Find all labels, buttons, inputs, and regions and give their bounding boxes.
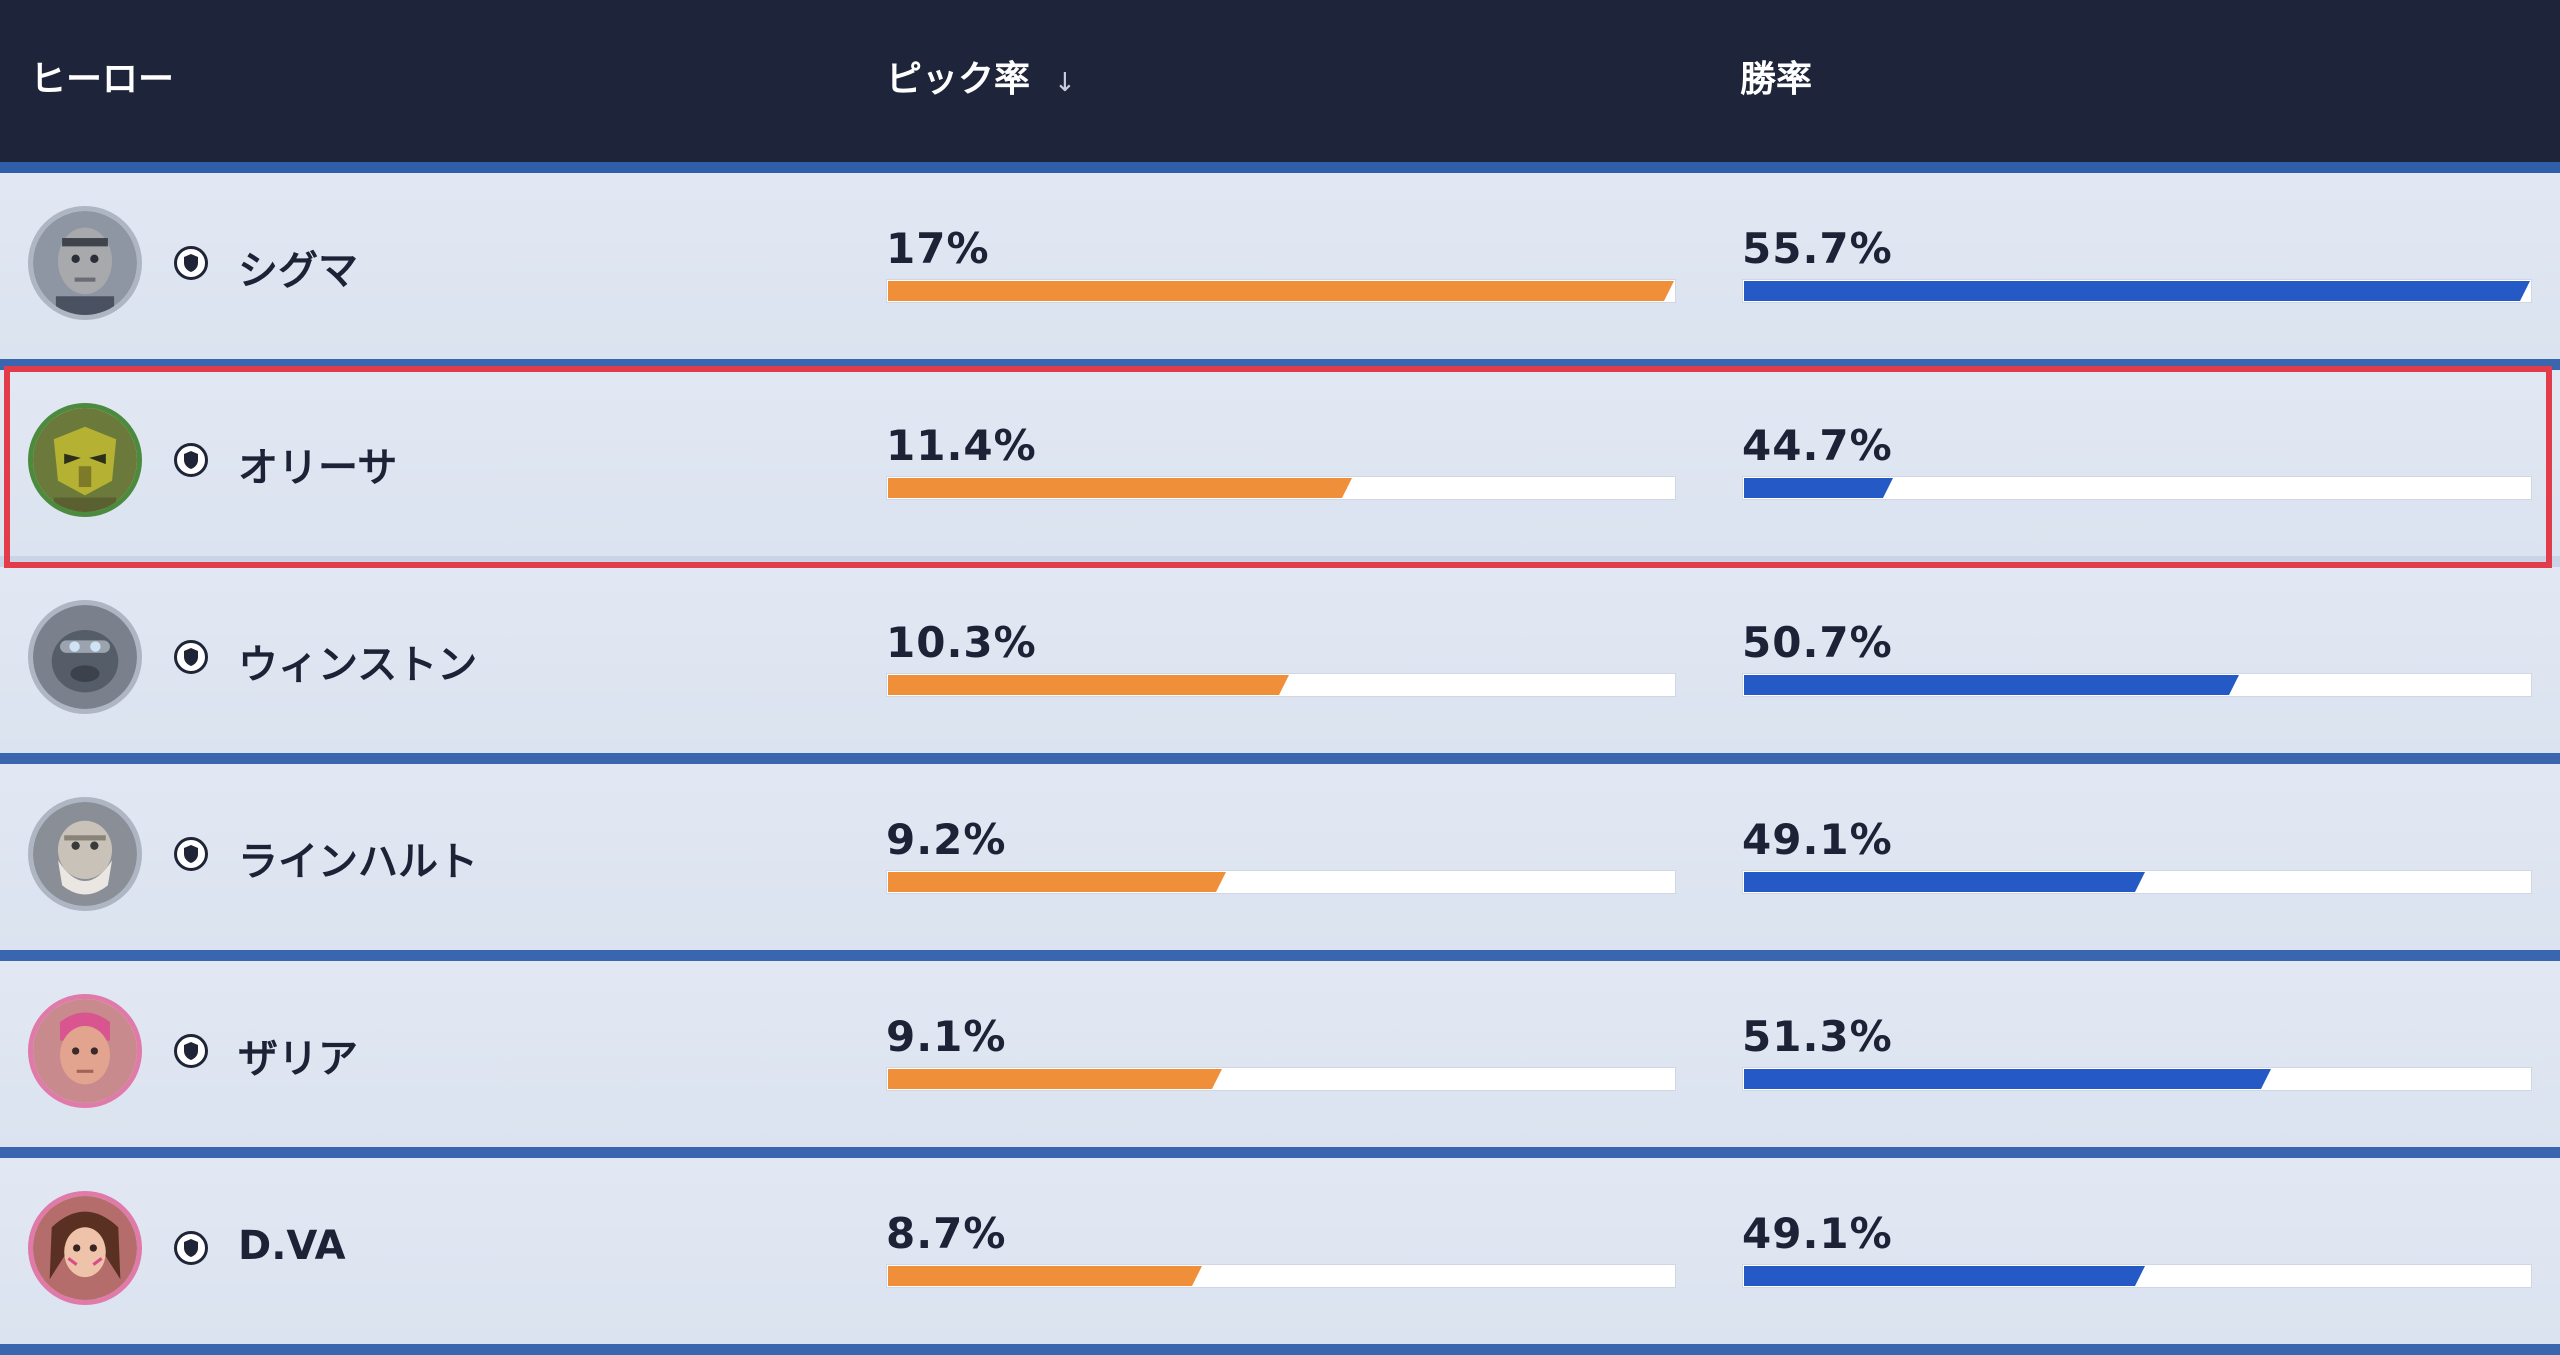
win-rate-value: 51.3% — [1742, 1012, 1893, 1061]
tank-role-icon — [174, 640, 208, 674]
table-row[interactable]: ウィンストン 10.3% 50.7% — [0, 567, 2560, 753]
hero-table-body: シグマ 17% 55.7% オリーサ 11.4% 44.7% ウィンストン 10… — [0, 173, 2560, 1355]
win-rate-value: 44.7% — [1742, 421, 1893, 470]
win-rate-bar-fill — [1744, 281, 2530, 301]
row-divider — [0, 556, 2560, 567]
hero-portrait — [28, 1191, 142, 1305]
pick-rate-bar-fill — [888, 872, 1226, 892]
pick-rate-bar — [886, 870, 1676, 894]
header-divider — [0, 162, 2560, 173]
tank-role-icon — [174, 837, 208, 871]
win-rate-cell: 49.1% — [1742, 1208, 2534, 1288]
table-row[interactable]: ザリア 9.1% 51.3% — [0, 961, 2560, 1147]
table-row[interactable]: ラインハルト 9.2% 49.1% — [0, 764, 2560, 950]
win-rate-value: 50.7% — [1742, 618, 1893, 667]
table-row[interactable]: シグマ 17% 55.7% — [0, 173, 2560, 359]
win-rate-value: 49.1% — [1742, 815, 1893, 864]
pick-rate-cell: 10.3% — [886, 617, 1678, 697]
pick-rate-bar — [886, 476, 1676, 500]
win-rate-cell: 50.7% — [1742, 617, 2534, 697]
pick-rate-value: 10.3% — [886, 618, 1037, 667]
pick-rate-bar — [886, 1067, 1676, 1091]
tank-role-icon — [174, 443, 208, 477]
hero-name[interactable]: オリーサ — [238, 445, 398, 491]
pick-rate-column-header[interactable]: ピック率 ↓ — [886, 59, 1076, 100]
hero-name[interactable]: ザリア — [238, 1036, 358, 1082]
win-rate-cell: 51.3% — [1742, 1011, 2534, 1091]
win-rate-bar-fill — [1744, 872, 2145, 892]
pick-rate-bar-fill — [888, 675, 1289, 695]
table-row[interactable]: D.VA 8.7% 49.1% — [0, 1158, 2560, 1344]
hero-portrait — [28, 600, 142, 714]
table-header: ヒーロー ピック率 ↓ 勝率 — [0, 0, 2560, 162]
pick-rate-value: 9.1% — [886, 1012, 1007, 1061]
pick-rate-value: 8.7% — [886, 1209, 1007, 1258]
pick-rate-value: 17% — [886, 224, 990, 273]
win-rate-bar-fill — [1744, 1069, 2271, 1089]
hero-portrait — [28, 994, 142, 1108]
hero-portrait — [28, 797, 142, 911]
win-rate-bar — [1742, 1264, 2532, 1288]
row-divider — [0, 753, 2560, 764]
row-divider — [0, 950, 2560, 961]
pick-rate-cell: 9.2% — [886, 814, 1678, 894]
pick-rate-bar — [886, 1264, 1676, 1288]
win-rate-cell: 49.1% — [1742, 814, 2534, 894]
hero-portrait — [28, 403, 142, 517]
pick-rate-bar — [886, 279, 1676, 303]
win-rate-bar-fill — [1744, 1266, 2145, 1286]
win-rate-bar — [1742, 476, 2532, 500]
tank-role-icon — [174, 1231, 208, 1265]
pick-rate-cell: 11.4% — [886, 420, 1678, 500]
win-rate-bar — [1742, 870, 2532, 894]
win-rate-bar-fill — [1744, 675, 2239, 695]
hero-column-header[interactable]: ヒーロー — [30, 59, 175, 100]
win-rate-cell: 44.7% — [1742, 420, 2534, 500]
pick-rate-cell: 17% — [886, 223, 1678, 303]
pick-rate-value: 11.4% — [886, 421, 1037, 470]
hero-name[interactable]: シグマ — [238, 248, 358, 294]
win-rate-value: 49.1% — [1742, 1209, 1893, 1258]
sort-down-icon[interactable]: ↓ — [1054, 68, 1076, 98]
tank-role-icon — [174, 246, 208, 280]
pick-rate-value: 9.2% — [886, 815, 1007, 864]
row-divider — [0, 1147, 2560, 1158]
win-rate-bar — [1742, 279, 2532, 303]
win-rate-bar-fill — [1744, 478, 1893, 498]
table-row[interactable]: オリーサ 11.4% 44.7% — [0, 370, 2560, 556]
hero-name[interactable]: ウィンストン — [238, 642, 478, 688]
pick-rate-bar-fill — [888, 1266, 1202, 1286]
row-divider — [0, 359, 2560, 370]
win-rate-value: 55.7% — [1742, 224, 1893, 273]
hero-name[interactable]: D.VA — [238, 1223, 346, 1269]
win-rate-cell: 55.7% — [1742, 223, 2534, 303]
hero-portrait — [28, 206, 142, 320]
pick-rate-bar-fill — [888, 281, 1674, 301]
row-divider — [0, 1344, 2560, 1355]
pick-rate-cell: 9.1% — [886, 1011, 1678, 1091]
pick-rate-bar-fill — [888, 478, 1352, 498]
hero-name[interactable]: ラインハルト — [238, 839, 478, 885]
pick-rate-cell: 8.7% — [886, 1208, 1678, 1288]
tank-role-icon — [174, 1034, 208, 1068]
win-rate-bar — [1742, 1067, 2532, 1091]
win-rate-column-header[interactable]: 勝率 — [1740, 59, 1813, 100]
win-rate-bar — [1742, 673, 2532, 697]
pick-rate-bar-fill — [888, 1069, 1222, 1089]
pick-rate-bar — [886, 673, 1676, 697]
